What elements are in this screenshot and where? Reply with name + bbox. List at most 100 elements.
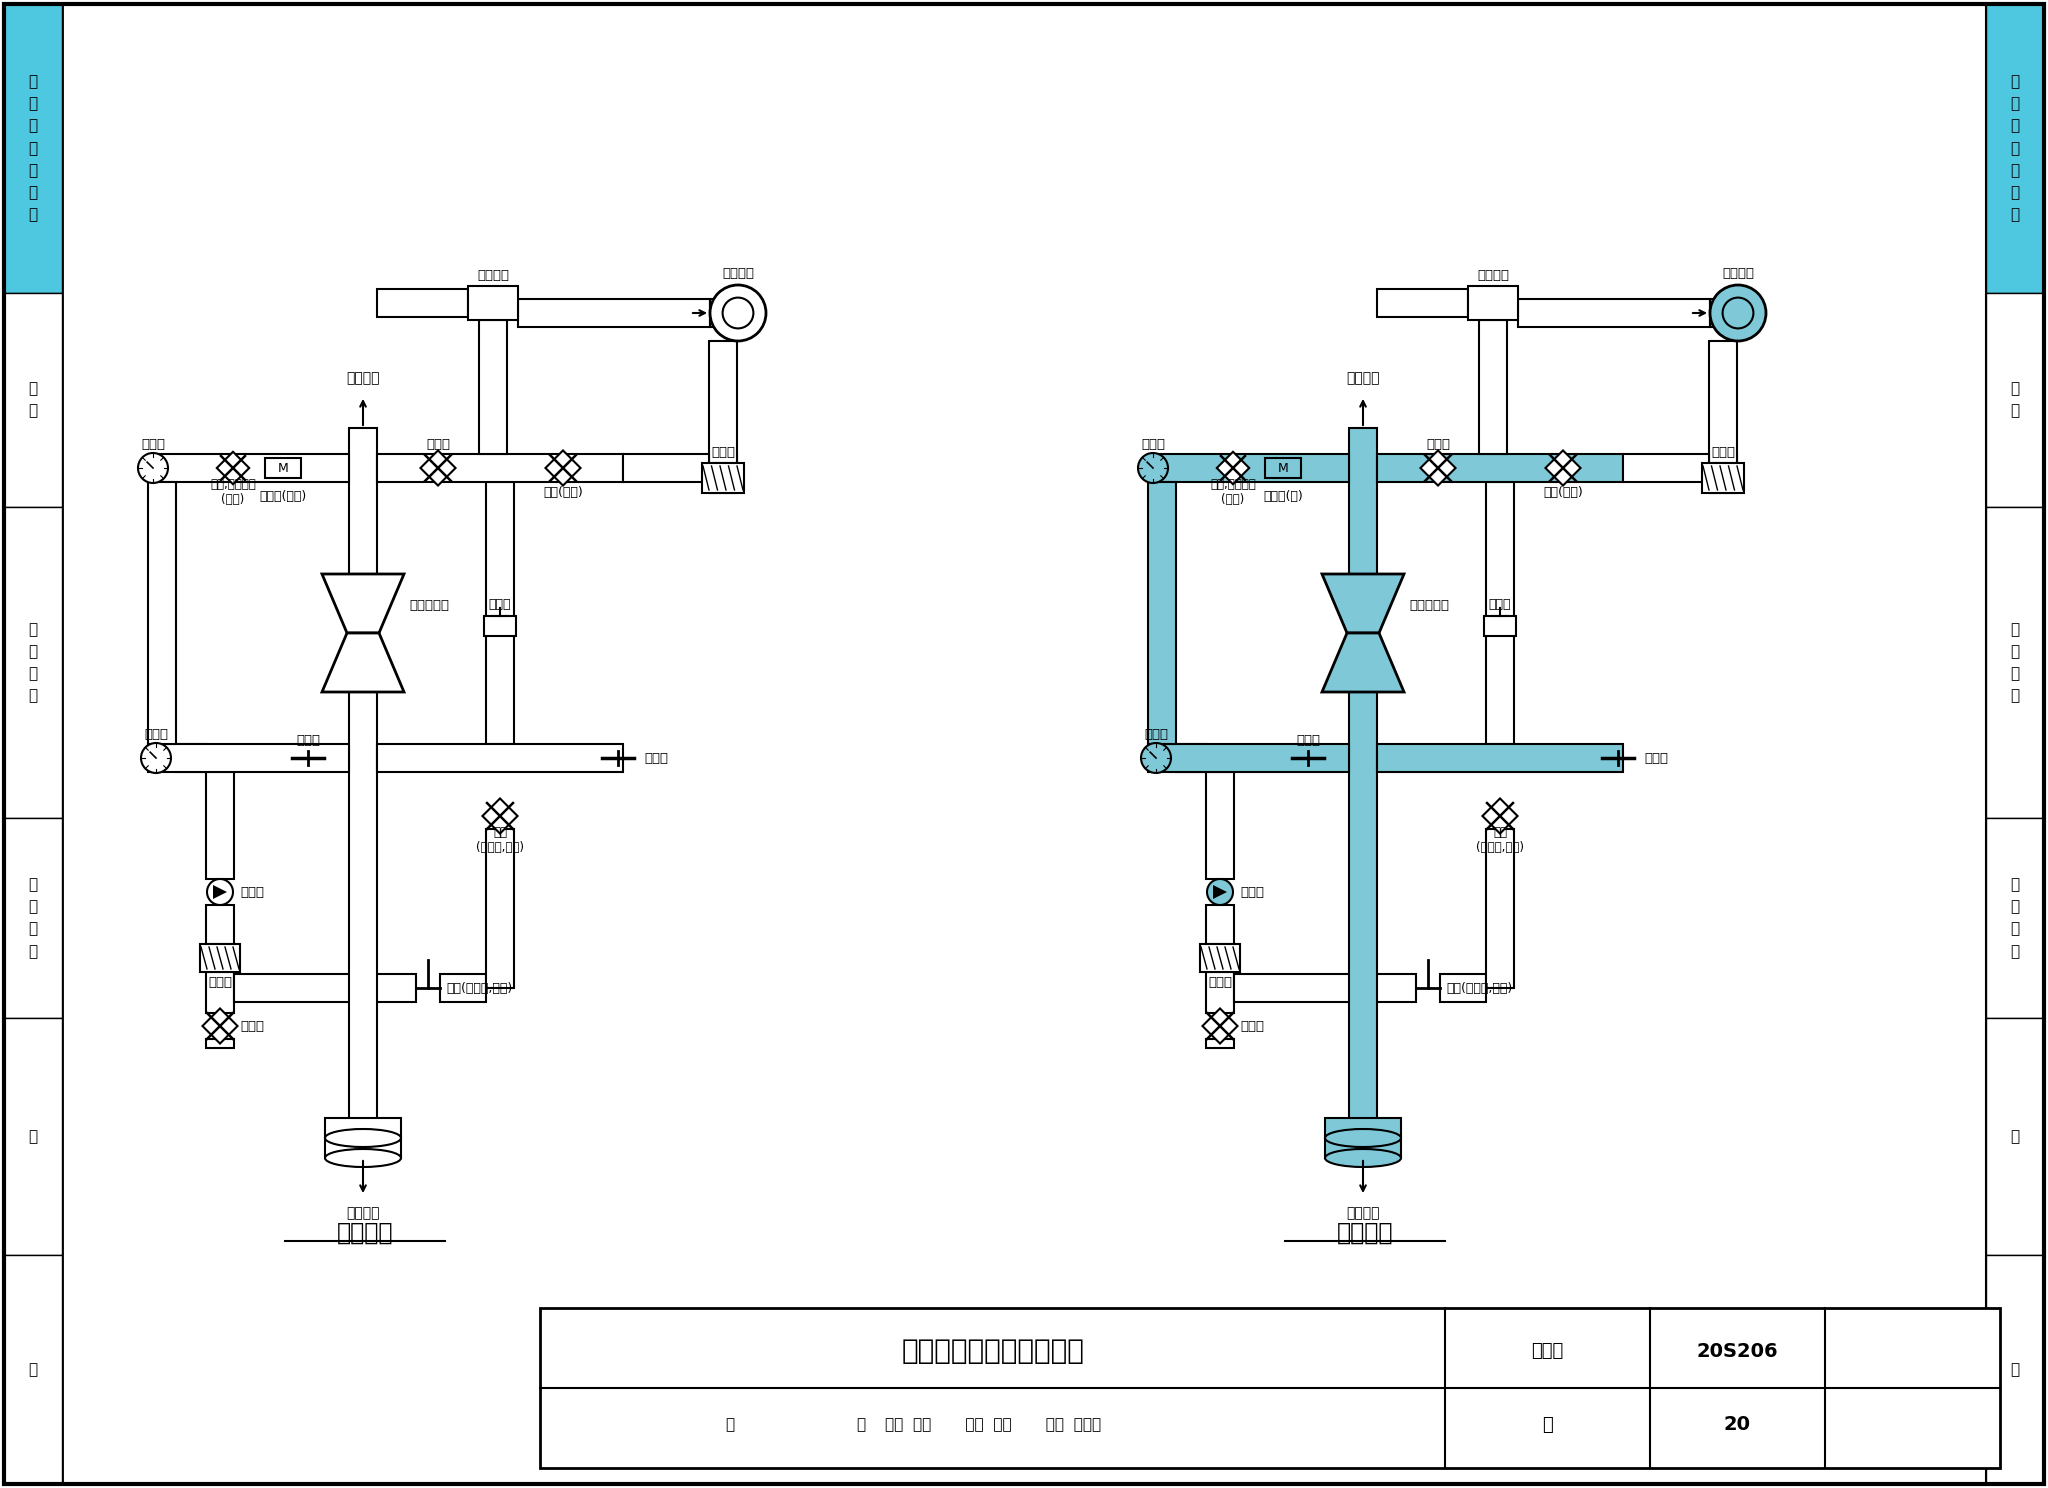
Bar (479, 320, 508, 454)
Bar (1200, 943, 1239, 972)
Polygon shape (322, 574, 403, 632)
Polygon shape (545, 451, 580, 485)
Text: 阀门(常开): 阀门(常开) (1542, 485, 1583, 498)
Bar (233, 975, 416, 1001)
Text: 喷淋供水: 喷淋供水 (1346, 1205, 1380, 1220)
Bar (201, 943, 240, 972)
Bar (1487, 829, 1513, 988)
Bar (1468, 286, 1518, 320)
Text: M: M (279, 461, 289, 475)
Text: 伺应状态: 伺应状态 (336, 1222, 393, 1245)
Polygon shape (1546, 451, 1581, 485)
Text: 电磁阀(开): 电磁阀(开) (1264, 490, 1303, 503)
Circle shape (1710, 286, 1765, 341)
Bar (176, 744, 207, 772)
Text: 节流板: 节流板 (297, 734, 319, 747)
Bar (623, 454, 709, 482)
Polygon shape (1323, 632, 1405, 692)
Text: 滴水阀: 滴水阀 (1489, 598, 1511, 610)
Bar (4, 507, 61, 818)
Bar (1149, 454, 1350, 482)
Bar (1987, 1018, 2044, 1254)
Bar (4, 1018, 61, 1254)
Circle shape (1722, 298, 1753, 329)
Bar (1440, 975, 1487, 1001)
Bar (1149, 744, 1350, 772)
Text: 信号阀: 信号阀 (1425, 437, 1450, 451)
Text: 系
统
及
报
警
阀
组: 系 统 及 报 警 阀 组 (2011, 74, 2019, 222)
Bar (1987, 507, 2044, 818)
Bar (147, 454, 348, 482)
Bar (1235, 975, 1415, 1001)
Bar (1206, 905, 1235, 943)
Ellipse shape (326, 1129, 401, 1147)
Bar (4, 4, 61, 293)
Bar (1708, 341, 1737, 463)
Text: M: M (1278, 461, 1288, 475)
Bar (377, 454, 623, 482)
Circle shape (723, 298, 754, 329)
Bar (4, 818, 61, 1018)
Bar (1518, 299, 1710, 327)
Bar (207, 905, 233, 943)
Text: 系
统
附
件: 系 统 附 件 (29, 876, 37, 958)
Text: 电磁阀(常闭): 电磁阀(常闭) (260, 490, 307, 503)
Polygon shape (203, 1009, 238, 1043)
Text: 过滤器: 过滤器 (1208, 976, 1233, 988)
Text: 阀门(泄水用,常闭): 阀门(泄水用,常闭) (1446, 982, 1511, 994)
Text: 压力表: 压力表 (141, 437, 166, 451)
Bar (1479, 320, 1507, 454)
Bar (1325, 1138, 1401, 1158)
Polygon shape (217, 452, 250, 484)
Bar (4, 293, 61, 507)
Bar (1702, 463, 1745, 493)
Bar (1206, 972, 1235, 1013)
Bar (1376, 289, 1468, 317)
Bar (518, 299, 711, 327)
Text: 阀门,手动开启
(常闭): 阀门,手动开启 (常闭) (211, 478, 256, 506)
Bar (1987, 4, 2044, 1484)
Text: 管: 管 (29, 1129, 37, 1144)
Ellipse shape (1325, 1149, 1401, 1167)
Bar (1708, 454, 1737, 493)
Bar (1176, 744, 1206, 772)
Text: 20S206: 20S206 (1696, 1342, 1778, 1360)
Bar (1987, 293, 2044, 507)
Bar (207, 972, 233, 1013)
Bar (348, 692, 377, 1158)
Bar (1987, 818, 2044, 1018)
Polygon shape (1483, 799, 1518, 833)
Bar (326, 1117, 401, 1138)
Bar (702, 463, 743, 493)
Text: 过滤器: 过滤器 (1710, 445, 1735, 458)
Text: 配水管网: 配水管网 (1346, 371, 1380, 385)
Circle shape (1141, 743, 1171, 772)
Bar (377, 744, 623, 772)
Bar (1987, 1254, 2044, 1484)
Bar (1376, 744, 1622, 772)
Text: 阀门
(试验用,常闭): 阀门 (试验用,常闭) (475, 826, 524, 854)
Text: 系
统
附
件: 系 统 附 件 (2011, 876, 2019, 958)
Bar (1149, 482, 1176, 744)
Circle shape (1206, 879, 1233, 905)
Bar (1710, 299, 1737, 327)
Bar (1350, 429, 1376, 574)
Text: 喷淋供水: 喷淋供水 (346, 1205, 379, 1220)
Text: 管: 管 (2011, 1129, 2019, 1144)
Text: 晏: 晏 (856, 1417, 866, 1433)
Bar (1987, 4, 2044, 293)
Text: 压力表: 压力表 (1141, 437, 1165, 451)
Text: 姜: 姜 (725, 1417, 735, 1433)
Bar (1206, 772, 1235, 879)
Text: 信号阀: 信号阀 (1239, 1019, 1264, 1033)
Circle shape (141, 743, 170, 772)
Text: 压力表: 压力表 (143, 728, 168, 741)
Text: 压力开关: 压力开关 (477, 268, 510, 281)
Ellipse shape (1325, 1129, 1401, 1147)
Bar (1485, 616, 1516, 635)
Bar (4, 4, 61, 1484)
Bar (469, 286, 518, 320)
Bar (1266, 458, 1300, 478)
Text: 阀门(常开): 阀门(常开) (543, 485, 584, 498)
Bar (207, 772, 233, 879)
